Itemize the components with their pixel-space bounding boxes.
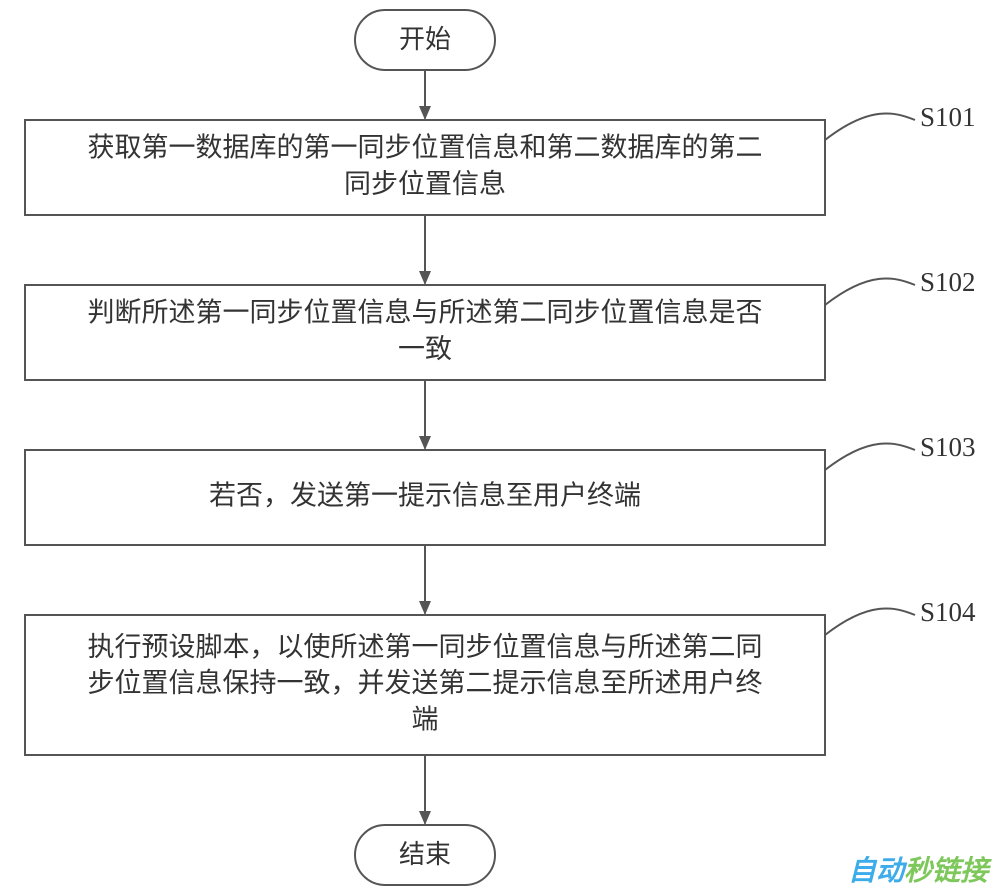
flowchart-canvas: 开始结束 获取第一数据库的第一同步位置信息和第二数据库的第二同步位置信息判断所述第… [0, 0, 1000, 895]
step-text-S102-line0: 判断所述第一同步位置信息与所述第二同步位置信息是否 [88, 297, 763, 327]
step-text-S104-line0: 执行预设脚本，以使所述第一同步位置信息与所述第二同 [88, 632, 763, 662]
step-text-S104-line1: 步位置信息保持一致，并发送第二提示信息至所述用户终 [88, 668, 763, 698]
step-text-S101-line0: 获取第一数据库的第一同步位置信息和第二数据库的第二 [88, 132, 763, 162]
start-node-label: 开始 [399, 25, 451, 54]
connector-arrowhead [419, 106, 431, 120]
step-text-S102-line1: 一致 [398, 334, 452, 364]
connector-arrowhead [419, 811, 431, 825]
step-text-S101-line1: 同步位置信息 [344, 169, 506, 199]
step-label-S103: S103 [920, 432, 976, 462]
step-text-S103-line0: 若否，发送第一提示信息至用户终端 [209, 481, 641, 511]
watermark-text: 自动秒链接 [848, 855, 992, 886]
end-node-label: 结束 [399, 840, 451, 869]
label-leader-curve [825, 443, 915, 470]
connector-arrowhead [419, 436, 431, 450]
label-leader-curve [825, 278, 915, 305]
label-leader-curve [825, 113, 915, 140]
connector-arrowhead [419, 601, 431, 615]
step-text-S104-line2: 端 [412, 705, 439, 735]
step-label-S104: S104 [920, 597, 976, 627]
connector-arrowhead [419, 271, 431, 285]
step-label-S102: S102 [920, 267, 976, 297]
label-leader-curve [825, 608, 915, 635]
step-label-S101: S101 [920, 102, 976, 132]
